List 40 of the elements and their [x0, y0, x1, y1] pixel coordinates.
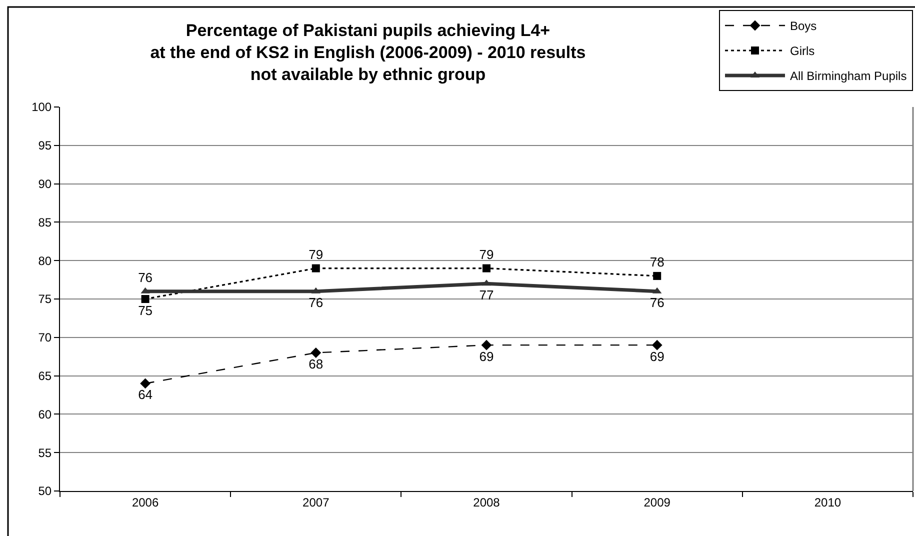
point — [141, 295, 150, 303]
data-label: 68 — [308, 356, 324, 372]
y-tick-label: 75 — [38, 292, 52, 306]
x-tick-label: 2008 — [473, 495, 500, 510]
point — [652, 340, 662, 350]
y-tick-label: 95 — [38, 138, 52, 153]
x-tick-label: 2010 — [814, 495, 842, 510]
y-tick-label: 70 — [38, 330, 52, 345]
point — [310, 348, 322, 358]
data-label: 76 — [138, 270, 153, 286]
data-label: 69 — [479, 348, 494, 364]
x-tick-label: 2006 — [132, 495, 159, 510]
point — [312, 264, 320, 272]
point — [481, 340, 492, 350]
legend-label: Boys — [790, 19, 817, 34]
legend-label: Girls — [790, 44, 815, 58]
y-tick-label: 60 — [38, 407, 52, 422]
legend-label: All Birmingham Pupils — [790, 69, 907, 84]
y-tick-label: 90 — [38, 177, 52, 191]
y-tick-label: 100 — [32, 100, 52, 114]
data-label: 77 — [479, 287, 494, 302]
data-label: 78 — [650, 254, 664, 270]
data-label: 69 — [650, 348, 664, 364]
data-label: 79 — [308, 247, 324, 262]
y-tick-label: 65 — [38, 369, 52, 383]
point — [482, 264, 490, 272]
data-label: 76 — [650, 295, 664, 310]
y-tick-label: 50 — [38, 484, 52, 498]
y-tick-label: 55 — [38, 446, 52, 460]
data-label: 75 — [138, 302, 153, 318]
y-tick-label: 85 — [38, 215, 52, 230]
data-label: 76 — [308, 295, 324, 310]
data-label: 79 — [479, 247, 494, 262]
point — [653, 272, 662, 280]
y-tick-label: 80 — [38, 254, 52, 268]
x-tick-label: 2007 — [302, 495, 330, 510]
point — [140, 378, 150, 389]
x-tick-label: 2009 — [644, 495, 671, 510]
data-label: 64 — [138, 387, 153, 402]
chart-title: Percentage of Pakistani pupils achieving L4+ at the end of KS2 in English (2006-2009) - 2010 results not available by ethnic group — [150, 21, 586, 84]
